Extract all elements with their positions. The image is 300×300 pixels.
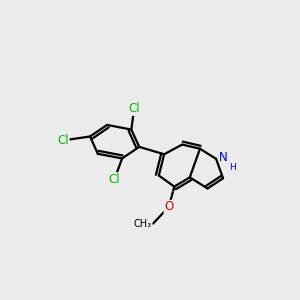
Text: Cl: Cl	[57, 134, 69, 147]
Text: O: O	[164, 200, 173, 213]
Text: Cl: Cl	[109, 173, 120, 186]
Text: methoxy: methoxy	[171, 191, 177, 192]
Text: CH₃: CH₃	[134, 219, 152, 229]
Text: N: N	[219, 151, 228, 164]
Text: Cl: Cl	[128, 102, 140, 115]
Text: H: H	[229, 163, 236, 172]
